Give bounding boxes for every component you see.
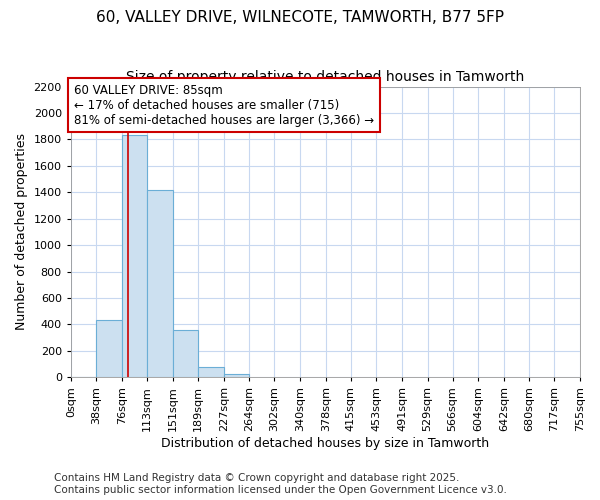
Bar [173, 330, 198, 378]
Bar [97, 320, 122, 378]
Bar [147, 190, 173, 378]
X-axis label: Distribution of detached houses by size in Tamworth: Distribution of detached houses by size … [161, 437, 490, 450]
Bar [71, 376, 97, 378]
Y-axis label: Number of detached properties: Number of detached properties [15, 134, 28, 330]
Bar [122, 136, 147, 378]
Text: 60 VALLEY DRIVE: 85sqm
← 17% of detached houses are smaller (715)
81% of semi-de: 60 VALLEY DRIVE: 85sqm ← 17% of detached… [74, 84, 374, 126]
Bar [224, 374, 249, 378]
Bar [198, 366, 224, 378]
Title: Size of property relative to detached houses in Tamworth: Size of property relative to detached ho… [126, 70, 524, 84]
Text: Contains HM Land Registry data © Crown copyright and database right 2025.
Contai: Contains HM Land Registry data © Crown c… [54, 474, 507, 495]
Text: 60, VALLEY DRIVE, WILNECOTE, TAMWORTH, B77 5FP: 60, VALLEY DRIVE, WILNECOTE, TAMWORTH, B… [96, 10, 504, 25]
